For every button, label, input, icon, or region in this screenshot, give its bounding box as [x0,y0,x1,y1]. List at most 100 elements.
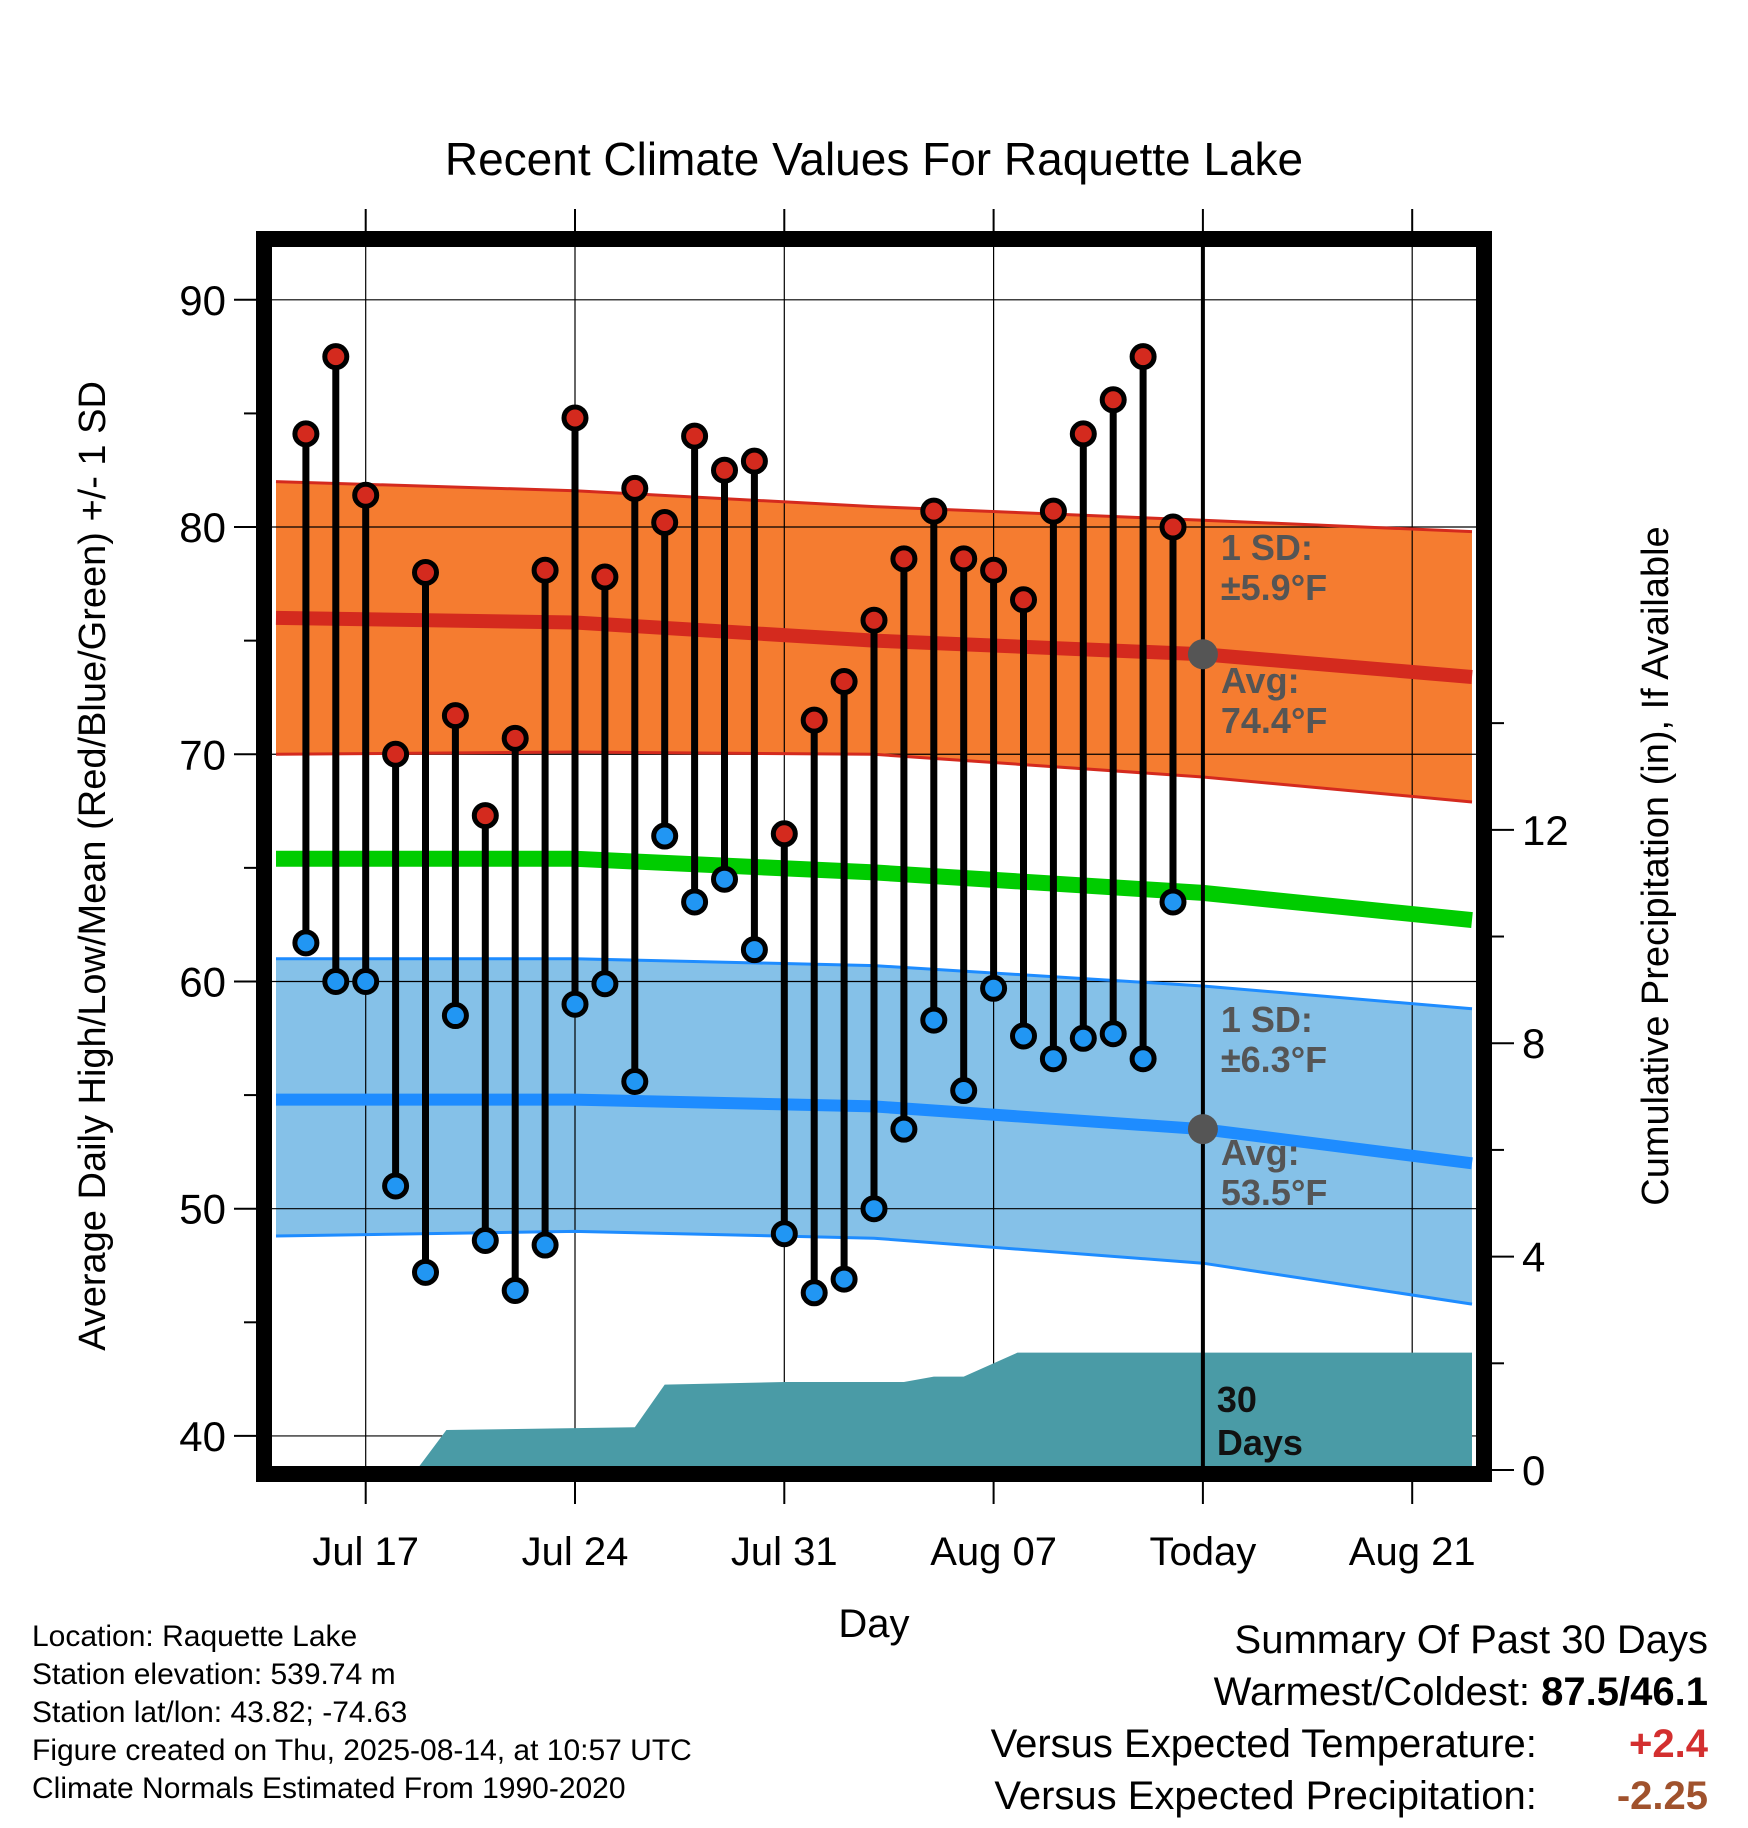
y-tick-label: 40 [179,1413,226,1460]
low-sd-value: ±6.3°F [1221,1039,1327,1080]
summary-precip-value: -2.25 [1616,1774,1708,1818]
daily-low-point [352,967,380,995]
y2-tick-label: 12 [1522,807,1569,854]
daily-high-point [740,447,768,475]
daily-low-point [471,1227,499,1255]
daily-low-point [681,888,709,916]
daily-high-point [711,456,738,484]
daily-low-point [382,1172,410,1200]
high-sd-upper-line [275,480,1473,534]
y-tick-label: 60 [179,958,226,1005]
daily-low-point [1159,888,1187,916]
daily-high-point [471,802,499,830]
daily-low-point [800,1279,828,1307]
daily-low-point [1129,1045,1157,1073]
x-axis-label: Day [838,1602,909,1646]
daily-high-point [800,706,828,734]
x-tick-label: Jul 17 [312,1530,419,1574]
daily-low-point [1039,1045,1067,1073]
daily-high-point [322,343,350,371]
daily-low-point [1099,1020,1127,1048]
daily-high-point [830,668,858,696]
y-tick-label: 70 [179,731,226,778]
daily-high-point [1129,343,1157,371]
high-sd-label: 1 SD: [1221,527,1313,568]
daily-high-point [860,606,888,634]
summary-temp: Versus Expected Temperature: +2.4 [991,1718,1708,1770]
daily-low-point [830,1265,858,1293]
summary-precip-label: Versus Expected Precipitation: [994,1774,1537,1818]
info-created: Figure created on Thu, 2025-08-14, at 10… [32,1734,692,1767]
daily-low-point [441,1002,469,1030]
x-tick-label: Jul 24 [522,1530,629,1574]
y-axis-label: Average Daily High/Low/Mean (Red/Blue/Gr… [72,381,114,1351]
daily-low-point [651,822,679,850]
chart-title: Recent Climate Values For Raquette Lake [445,133,1303,185]
daily-high-point [501,724,529,752]
daily-low-point [920,1006,948,1034]
info-normals: Climate Normals Estimated From 1990-2020 [32,1772,626,1805]
info-latlon: Station lat/lon: 43.82; -74.63 [32,1696,408,1729]
x-tick-label: Aug 21 [1349,1530,1476,1574]
summary-warm-cold-label: Warmest/Coldest: [1213,1670,1531,1714]
daily-high-point [1039,497,1067,525]
daily-high-point [1099,386,1127,414]
today-high-avg-marker [1187,639,1218,670]
daily-high-point [382,740,410,768]
daily-high-point [412,558,439,586]
summary-precip: Versus Expected Precipitation: -2.25 [991,1770,1708,1822]
daily-low-point [860,1195,888,1223]
summary-temp-label: Versus Expected Temperature: [990,1722,1537,1766]
summary-warm-cold: Warmest/Coldest: 87.5/46.1 [991,1666,1708,1718]
daily-low-point [980,974,1008,1002]
info-elevation: Station elevation: 539.74 m [32,1658,396,1691]
daily-low-point [591,970,619,998]
daily-high-point [950,545,978,573]
daily-low-point [292,929,320,957]
high-avg-label: Avg: [1221,660,1300,701]
daily-high-point [770,820,798,848]
daily-low-point [1069,1024,1097,1052]
high-sd-value: ±5.9°F [1221,567,1327,608]
x-tick-label: Jul 31 [731,1530,838,1574]
daily-high-point [531,556,559,584]
low-avg-label: Avg: [1221,1132,1300,1173]
summary-temp-value: +2.4 [1629,1722,1708,1766]
daily-high-point [561,404,589,432]
daily-low-point [950,1077,978,1105]
precip-days-label-2: Days [1217,1422,1303,1463]
daily-low-point [322,967,350,995]
y2-axis-label: Cumulative Precipitation (in), If Availa… [1635,526,1677,1205]
daily-low-point [890,1115,918,1143]
summary-title: Summary Of Past 30 Days [1234,1618,1708,1662]
summary-warm-cold-value: 87.5/46.1 [1541,1670,1708,1714]
daily-high-point [292,420,320,448]
daily-low-point [531,1231,559,1259]
y-tick-label: 90 [179,277,226,324]
daily-low-point [711,865,738,893]
high-avg-value: 74.4°F [1221,700,1327,741]
y-tick-label: 80 [179,504,226,551]
daily-low-point [561,990,589,1018]
plot-frame [256,231,1492,1482]
info-location: Location: Raquette Lake [32,1620,358,1653]
y2-tick-label: 0 [1522,1447,1545,1494]
cumulative-precip-area [416,1352,1472,1470]
daily-low-point [1010,1022,1037,1050]
low-avg-value: 53.5°F [1221,1172,1327,1213]
daily-high-point [890,545,918,573]
daily-high-point [591,563,619,591]
y2-tick-label: 8 [1522,1020,1545,1067]
today-low-avg-marker [1187,1114,1218,1145]
daily-high-point [1159,513,1187,541]
daily-high-point [681,422,709,450]
daily-high-point [621,474,649,502]
daily-high-point [651,508,679,536]
daily-high-point [352,481,380,509]
y2-tick-label: 4 [1522,1234,1545,1281]
precip-days-label: 30 [1217,1379,1257,1420]
x-tick-label: Aug 07 [930,1530,1057,1574]
daily-high-point [920,497,948,525]
daily-low-point [412,1258,439,1286]
